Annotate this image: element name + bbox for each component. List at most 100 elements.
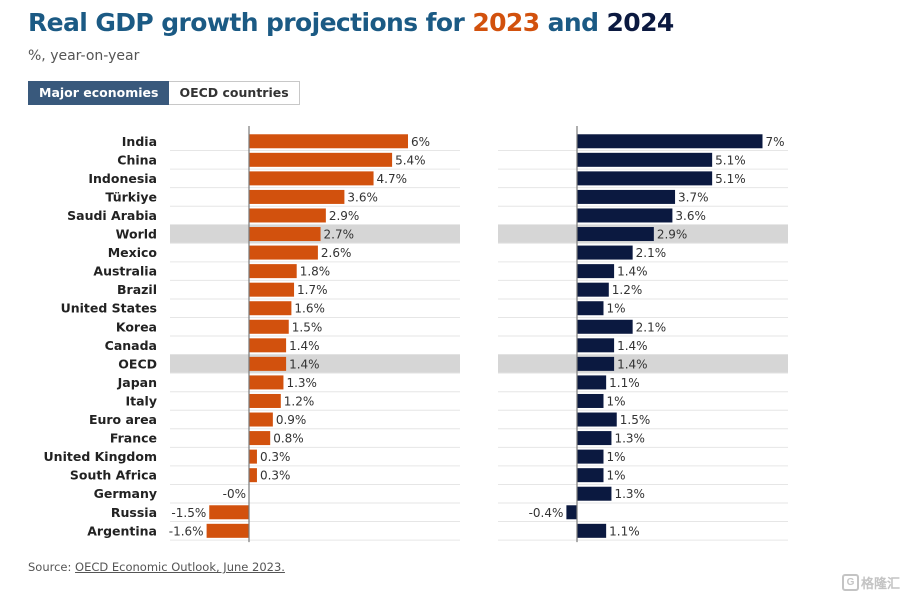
watermark-logo-icon: G	[842, 574, 859, 591]
data-label-2023: 1.5%	[292, 320, 323, 334]
category-label: Euro area	[89, 412, 157, 427]
bar-2024	[577, 523, 607, 538]
bar-2023	[249, 282, 295, 297]
data-label-2024: 1.2%	[612, 283, 643, 297]
category-label: Saudi Arabia	[67, 208, 157, 223]
bar-2023	[249, 264, 297, 279]
bar-2024	[577, 189, 676, 204]
data-label-2024: 1%	[607, 302, 626, 316]
bar-2024	[577, 449, 604, 464]
data-label-2023: 3.6%	[347, 190, 378, 204]
data-label-2023: 0.3%	[260, 450, 291, 464]
bar-2024	[566, 505, 577, 520]
category-label: World	[116, 227, 157, 242]
bar-2023	[249, 245, 318, 260]
data-label-2023: 0.3%	[260, 469, 291, 483]
bar-2023	[249, 449, 257, 464]
data-label-2023: 0.9%	[276, 413, 307, 427]
tab-major-economies[interactable]: Major economies	[28, 81, 170, 105]
data-label-2024: 1%	[607, 394, 626, 408]
bar-2024	[577, 412, 617, 427]
data-label-2023: 4.7%	[377, 172, 408, 186]
page-subtitle: %, year-on-year	[28, 48, 140, 64]
highlight-band	[498, 354, 788, 374]
bar-2023	[249, 152, 393, 167]
view-tabs: Major economies OECD countries	[28, 81, 300, 105]
bar-2024	[577, 227, 654, 242]
bar-2023	[249, 301, 292, 316]
data-label-2024: 3.7%	[678, 190, 709, 204]
bar-2024	[577, 301, 604, 316]
bar-2023	[249, 319, 289, 334]
category-label: Russia	[111, 505, 157, 520]
title-main: Real GDP growth projections for	[28, 8, 465, 37]
bar-2024	[577, 134, 763, 149]
category-label: South Africa	[70, 468, 157, 483]
data-label-2023: 0.8%	[273, 432, 304, 446]
data-label-2023: 1.4%	[289, 339, 320, 353]
bar-2024	[577, 486, 612, 501]
bar-2024	[577, 282, 609, 297]
data-label-2023: 1.2%	[284, 394, 315, 408]
category-label: Italy	[126, 393, 158, 408]
data-label-2023: -1.6%	[169, 524, 204, 538]
bar-2023	[249, 431, 271, 446]
data-label-2023: 1.8%	[300, 265, 331, 279]
page-title: Real GDP growth projections for 2023 and…	[28, 8, 674, 37]
data-label-2024: 1.4%	[617, 339, 648, 353]
data-label-2024: 5.1%	[715, 153, 746, 167]
category-label: United Kingdom	[44, 449, 157, 464]
bar-2024	[577, 152, 713, 167]
data-label-2024: 1.5%	[620, 413, 651, 427]
source-link[interactable]: OECD Economic Outlook, June 2023.	[75, 560, 285, 574]
bar-2023	[249, 134, 408, 149]
data-label-2024: 1.3%	[614, 432, 645, 446]
data-label-2023: 6%	[411, 135, 430, 149]
bar-2023	[209, 505, 249, 520]
bar-2023	[249, 189, 345, 204]
data-label-2024: 7%	[766, 135, 785, 149]
data-label-2023: 2.6%	[321, 246, 352, 260]
bar-2023	[249, 412, 273, 427]
data-label-2024: 1.1%	[609, 524, 640, 538]
category-label: Australia	[93, 264, 157, 279]
category-label: Indonesia	[88, 171, 157, 186]
bar-2023	[206, 523, 249, 538]
bar-2024	[577, 245, 633, 260]
bar-2024	[577, 264, 615, 279]
data-label-2023: -0%	[223, 487, 246, 501]
bar-2024	[577, 208, 673, 223]
bar-2023	[249, 356, 287, 371]
bar-2023	[249, 171, 374, 186]
data-label-2023: 1.7%	[297, 283, 328, 297]
bar-2024	[577, 356, 615, 371]
bar-2024	[577, 468, 604, 483]
tab-oecd-countries[interactable]: OECD countries	[169, 81, 300, 105]
title-and: and	[547, 8, 599, 37]
data-label-2024: 1.4%	[617, 357, 648, 371]
data-label-2023: 2.7%	[324, 228, 355, 242]
bar-2024	[577, 171, 713, 186]
category-label: Germany	[94, 486, 157, 501]
bar-2023	[249, 227, 321, 242]
category-label: Korea	[116, 319, 157, 334]
data-label-2023: 1.3%	[286, 376, 317, 390]
data-label-2023: -1.5%	[171, 506, 206, 520]
category-label: OECD	[118, 356, 157, 371]
category-label: China	[117, 152, 157, 167]
bar-2024	[577, 338, 615, 353]
gdp-bar-chart: India 6% 7% China 5.4% 5.1% Indonesia 4.7% 5.1% T…	[44, 126, 788, 543]
category-label: Argentina	[87, 523, 157, 538]
title-year-2024: 2024	[606, 8, 674, 37]
category-label: Japan	[117, 375, 157, 390]
source-note: Source: OECD Economic Outlook, June 2023…	[28, 560, 285, 574]
data-label-2024: 1%	[607, 469, 626, 483]
category-label: Mexico	[108, 245, 158, 260]
bar-2024	[577, 375, 607, 390]
category-label: France	[110, 431, 157, 446]
category-label: United States	[61, 301, 157, 316]
data-label-2024: 1%	[607, 450, 626, 464]
bar-2024	[577, 431, 612, 446]
highlight-band	[170, 354, 460, 374]
category-label: Türkiye	[105, 189, 157, 204]
